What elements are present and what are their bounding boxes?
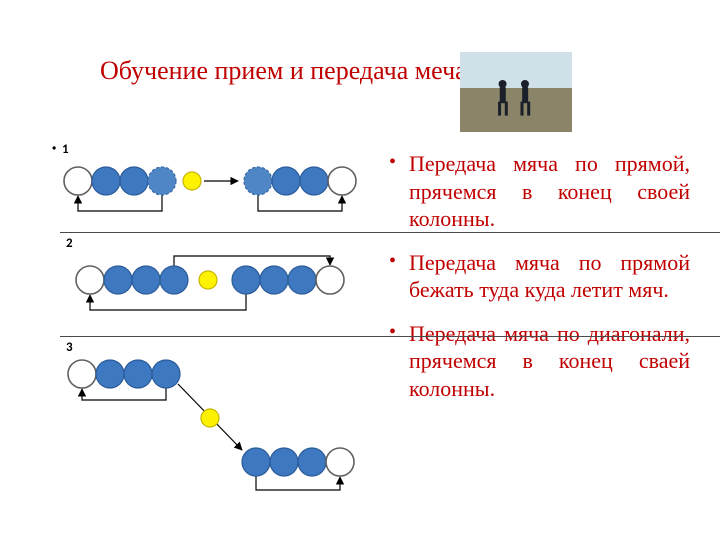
player-filled-icon: [120, 167, 148, 195]
slide: { "title": { "text": "Обучение прием и п…: [0, 0, 720, 540]
player-filled-icon: [92, 167, 120, 195]
player-filled-icon: [132, 266, 160, 294]
player-filled-icon: [124, 360, 152, 388]
player-open-icon: [326, 448, 354, 476]
player-open-icon: [68, 360, 96, 388]
arrow: [256, 476, 340, 490]
ball-icon: [183, 172, 201, 190]
separator-line: [60, 336, 720, 337]
player-filled-icon: [152, 360, 180, 388]
player-filled-icon: [96, 360, 124, 388]
bullet-item: Передача мяча по диагонали, прячемся в к…: [385, 320, 690, 403]
player-open-icon: [64, 167, 92, 195]
arrow: [174, 256, 330, 266]
arrow: [82, 388, 166, 400]
diagram-1: [60, 155, 375, 225]
player-dashed-icon: [148, 167, 176, 195]
player-filled-icon: [272, 167, 300, 195]
arrow: [78, 195, 162, 211]
arrow: [90, 294, 246, 310]
ball-icon: [199, 271, 217, 289]
diagram-label: 2: [66, 236, 73, 251]
player-filled-icon: [242, 448, 270, 476]
diagram-2: [60, 250, 375, 330]
bullet-list: Передача мяча по прямой, прячемся в коне…: [385, 150, 690, 418]
photo-thumbnail: [460, 52, 572, 132]
bullet-item: Передача мяча по прямой, прячемся в коне…: [385, 150, 690, 233]
player-filled-icon: [300, 167, 328, 195]
player-filled-icon: [160, 266, 188, 294]
player-filled-icon: [298, 448, 326, 476]
player-open-icon: [316, 266, 344, 294]
diagram-3: [60, 352, 375, 502]
player-open-icon: [76, 266, 104, 294]
bullet-item: Передача мяча по прямой бежать туда куда…: [385, 249, 690, 304]
player-open-icon: [328, 167, 356, 195]
player-dashed-icon: [244, 167, 272, 195]
slide-title: Обучение прием и передача меча: [100, 56, 467, 86]
separator-line: [60, 232, 720, 233]
player-filled-icon: [288, 266, 316, 294]
player-filled-icon: [260, 266, 288, 294]
player-filled-icon: [104, 266, 132, 294]
ball-icon: [201, 409, 219, 427]
player-filled-icon: [270, 448, 298, 476]
arrow: [258, 195, 342, 211]
player-filled-icon: [232, 266, 260, 294]
